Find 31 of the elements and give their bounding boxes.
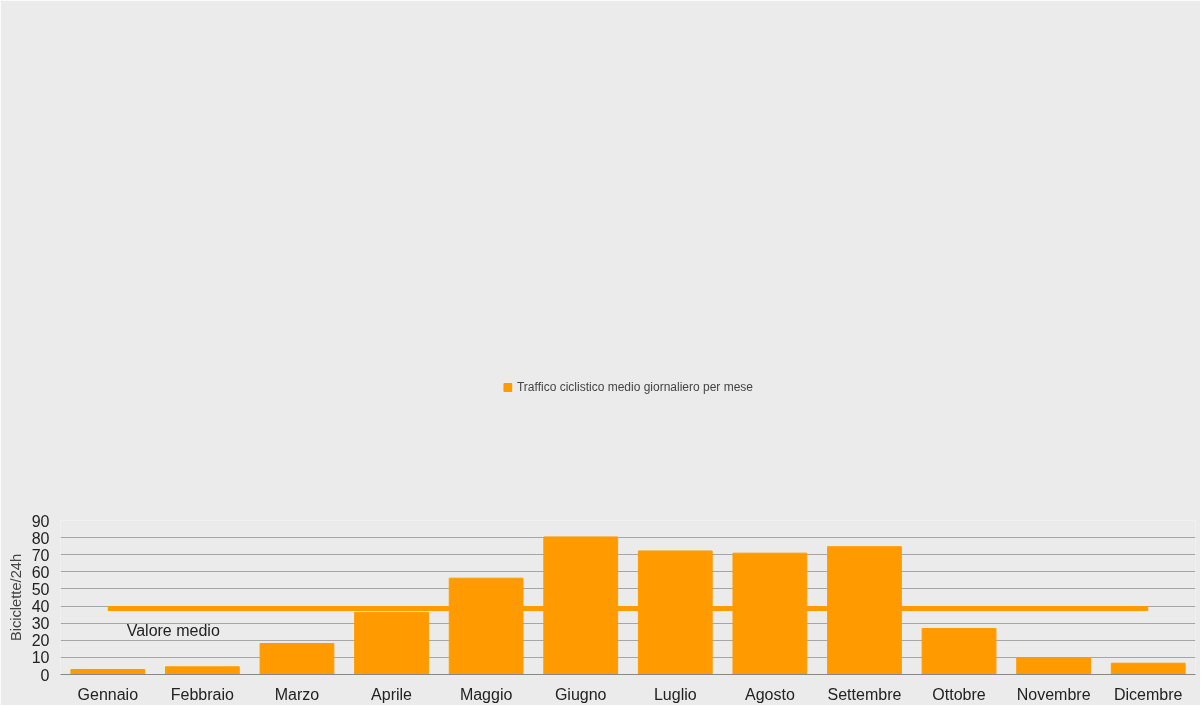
x-tick-label: Novembre [1016,685,1091,703]
y-tick-label: 80 [31,529,50,547]
y-tick-label: 40 [31,598,50,616]
y-tick-label: 0 [40,666,50,684]
bar [70,669,146,675]
x-tick-label: Agosto [744,685,795,703]
x-tick-label: Maggio [459,685,513,703]
x-tick-label: Luglio [653,685,697,703]
x-tick-label: Gennaio [77,685,139,703]
x-tick-label: Marzo [274,685,320,703]
y-tick-label: 90 [31,512,50,530]
bar [1016,657,1092,675]
bar [259,643,335,675]
bar [921,627,997,675]
y-tick-label: 60 [31,563,50,581]
x-tick-label: Giugno [554,685,607,703]
y-tick-label: 30 [31,615,50,633]
ref-line-label: Valore medio [126,621,220,639]
x-tick-label: Settembre [827,685,902,703]
bar [1110,662,1186,675]
x-tick-label: Aprile [371,685,413,703]
y-tick-label: 10 [31,649,50,667]
x-tick-label: Febbraio [170,685,235,703]
legend-label: Traffico ciclistico medio giornaliero per mese [516,379,754,394]
x-tick-label: Ottobre [932,685,986,703]
y-tick-label: 70 [31,546,50,564]
bar [164,666,240,675]
y-axis-title: Biciclette/24h [7,553,24,642]
x-tick-label: Dicembre [1113,685,1183,703]
y-tick-label: 20 [31,632,50,650]
y-tick-label: 50 [31,580,50,598]
